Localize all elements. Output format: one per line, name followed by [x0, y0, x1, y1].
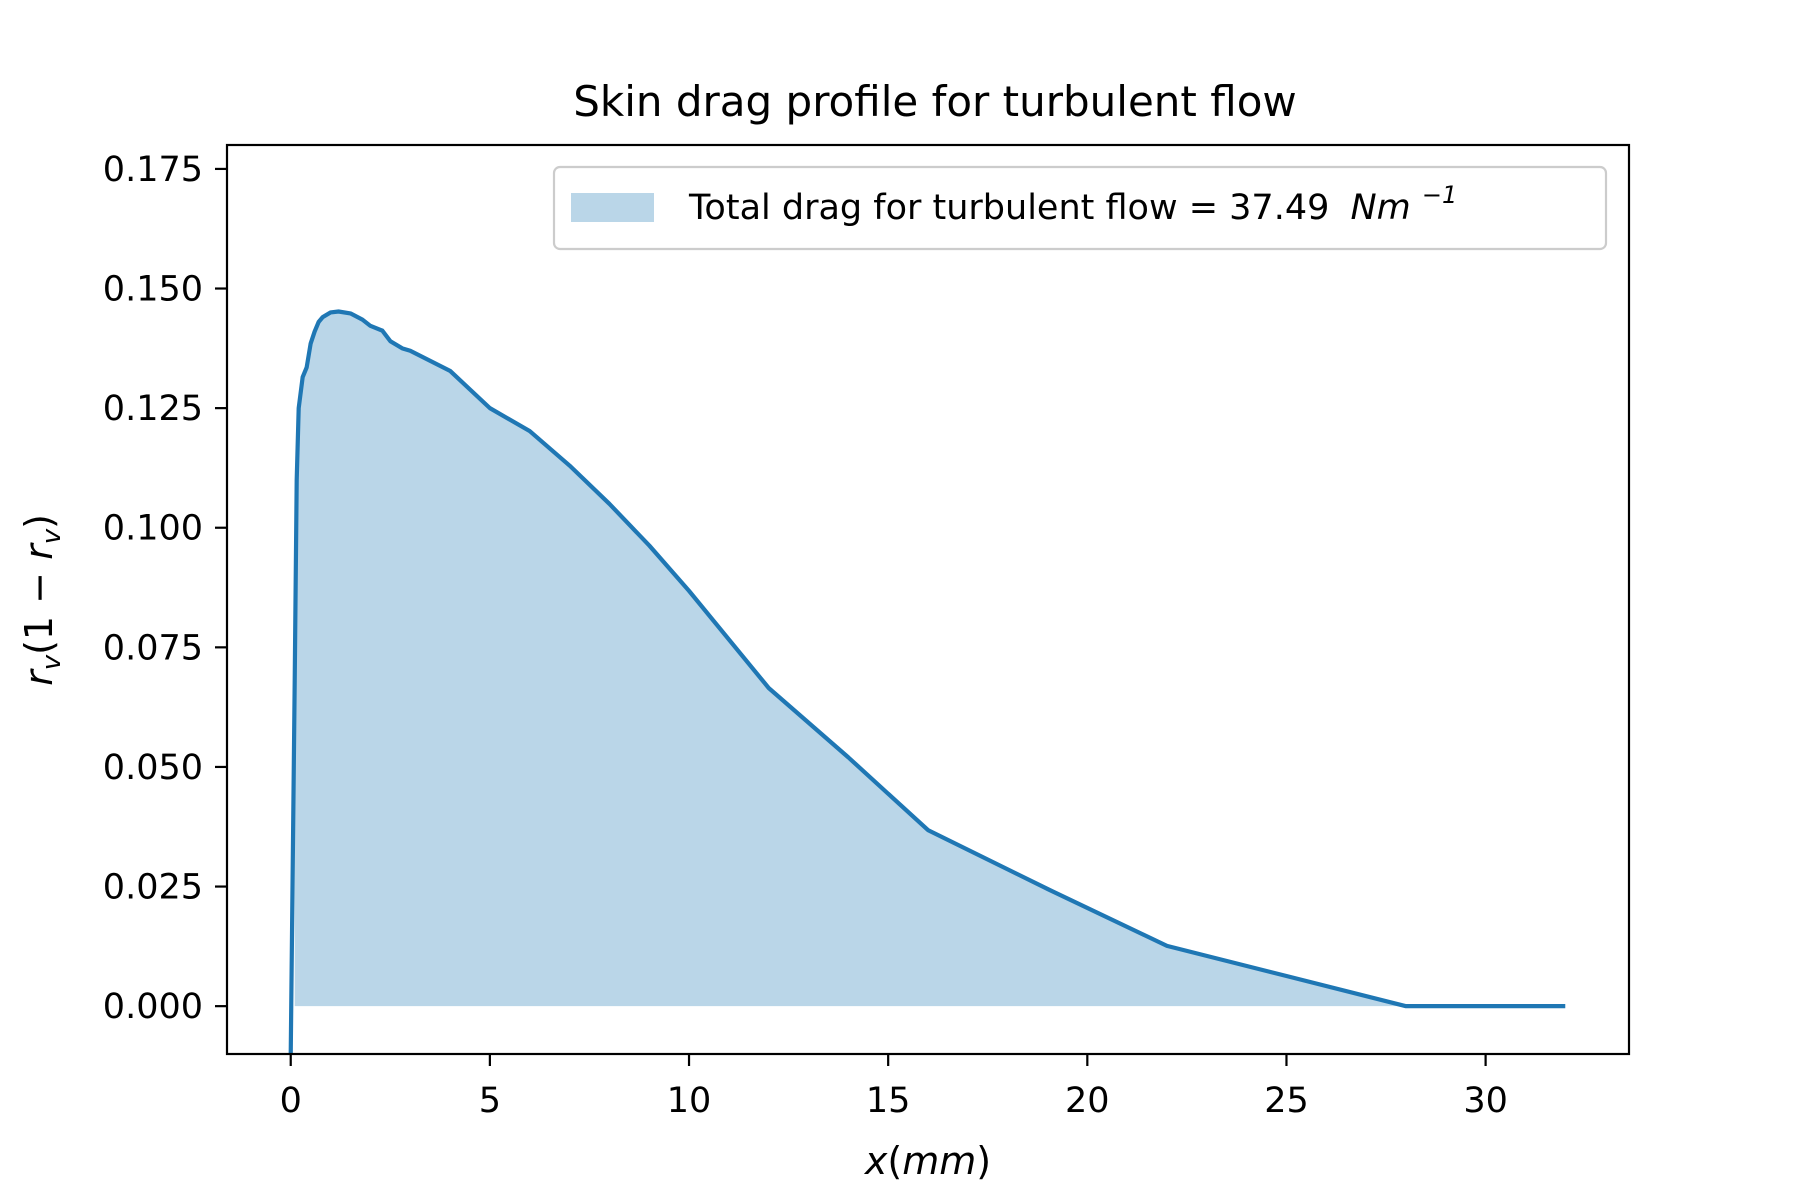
- y-axis: 0.000 0.025 0.050 0.075 0.100 0.125 0.150 0.175: [103, 150, 227, 1027]
- y-tick-label: 0.125: [103, 389, 203, 429]
- x-tick-label: 20: [1065, 1081, 1110, 1121]
- legend-entry-text: Total drag for turbulent flow = 37.49: [688, 188, 1329, 228]
- legend-swatch: [571, 193, 654, 222]
- svg-text:rv(1 − rv): rv(1 − rv): [17, 514, 67, 686]
- y-tick-label: 0.050: [103, 748, 203, 788]
- y-tick-label: 0.000: [103, 987, 203, 1027]
- x-tick-label: 0: [280, 1081, 302, 1121]
- line-layer: [288, 309, 1566, 1055]
- drag-profile-line: [288, 309, 1566, 1055]
- y-tick-label: 0.100: [103, 509, 203, 549]
- plot-frame: [225, 143, 1631, 1056]
- legend: Total drag for turbulent flow = 37.49 Nm…: [552, 165, 1608, 251]
- x-tick-label: 25: [1264, 1081, 1309, 1121]
- legend-box: [552, 165, 1608, 251]
- x-tick-label: 30: [1463, 1081, 1508, 1121]
- y-tick-label: 0.175: [103, 150, 203, 190]
- x-axis: 0 5 10 15 20 25 30: [280, 1054, 1508, 1121]
- legend-unit-base: Nm: [1351, 188, 1411, 228]
- chart-title: Skin drag profile for turbulent flow: [573, 77, 1297, 126]
- y-tick-label: 0.150: [103, 270, 203, 310]
- fill-layer: [294, 311, 1406, 1007]
- drag-area-fill: [294, 311, 1406, 1007]
- x-tick-label: 10: [667, 1081, 712, 1121]
- x-tick-label: 5: [479, 1081, 501, 1121]
- y-tick-label: 0.075: [103, 628, 203, 668]
- legend-entry: Total drag for turbulent flow = 37.49 Nm…: [688, 181, 1457, 228]
- y-tick-label: 0.025: [103, 868, 203, 908]
- x-axis-label: x(mm): [864, 1139, 991, 1183]
- y-axis-label: rv(1 − rv): [17, 514, 67, 686]
- x-tick-label: 15: [866, 1081, 911, 1121]
- legend-unit-exponent: −1: [1422, 181, 1457, 209]
